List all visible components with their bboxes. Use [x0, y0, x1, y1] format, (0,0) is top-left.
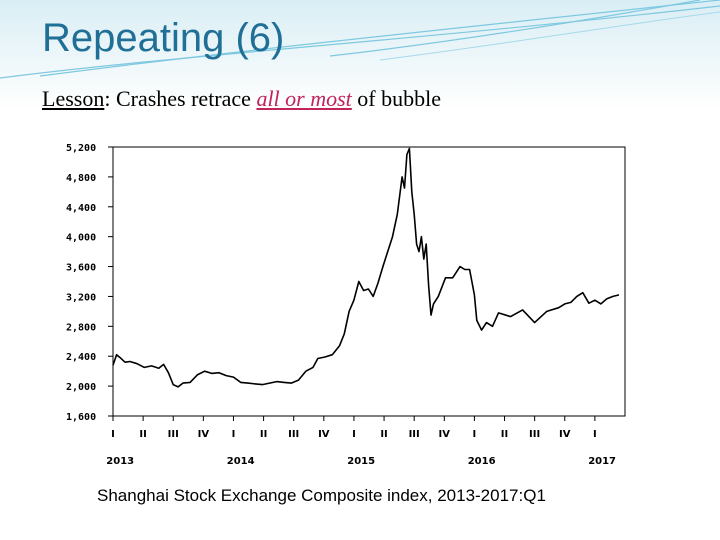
lesson-emphasis: all or most [256, 86, 352, 111]
quarter-label: III [288, 429, 299, 440]
y-tick-label: 2,400 [66, 352, 96, 363]
quarter-label: IV [559, 429, 571, 440]
quarter-label: II [380, 429, 387, 440]
lesson-separator: : [104, 86, 116, 111]
quarter-label: I [111, 429, 115, 440]
y-tick-label: 4,000 [66, 233, 96, 244]
decor-wave-4 [379, 11, 720, 61]
index-line [112, 147, 620, 388]
y-tick-label: 1,600 [66, 412, 96, 423]
quarter-label: III [529, 429, 540, 440]
y-tick-label: 4,800 [66, 173, 96, 184]
year-label: 2016 [468, 456, 496, 467]
lesson-text-2: of bubble [351, 86, 441, 111]
decor-wave-3 [329, 0, 701, 57]
quarter-label: I [593, 429, 597, 440]
lesson-line: Lesson: Crashes retrace all or most of b… [42, 86, 441, 112]
quarter-label: I [473, 429, 477, 440]
year-label: 2014 [227, 456, 255, 467]
quarter-label: II [501, 429, 508, 440]
lesson-text-1: Crashes retrace [115, 86, 257, 111]
quarter-label: III [168, 429, 179, 440]
quarter-label: I [232, 429, 236, 440]
y-tick-label: 3,600 [66, 263, 96, 274]
y-tick-label: 4,400 [66, 203, 96, 214]
plot-frame [112, 146, 626, 417]
quarter-label: I [352, 429, 356, 440]
series-group [112, 147, 620, 388]
chart-caption: Shanghai Stock Exchange Composite index,… [97, 486, 546, 505]
quarter-label: IV [198, 429, 210, 440]
y-tick-label: 5,200 [66, 143, 96, 154]
quarter-label: IV [318, 429, 330, 440]
slide-title: Repeating (6) [42, 16, 285, 60]
decorative-wave-lines [0, 0, 720, 79]
quarter-label: IV [439, 429, 451, 440]
quarter-label: II [260, 429, 267, 440]
decor-wave-2 [39, 0, 720, 77]
quarter-label: III [409, 429, 420, 440]
y-axis: 1,600 2,000 2,400 2,800 3,200 3,600 4,000 4,400… [66, 143, 113, 423]
y-tick-label: 2,000 [66, 382, 96, 393]
year-label: 2015 [347, 456, 375, 467]
quarter-label: II [139, 429, 146, 440]
decor-wave-1 [0, 5, 720, 79]
year-label: 2017 [588, 456, 616, 467]
lesson-label: Lesson [42, 86, 105, 111]
year-label: 2013 [106, 456, 134, 467]
y-tick-label: 3,200 [66, 292, 96, 303]
y-tick-label: 2,800 [66, 322, 96, 333]
